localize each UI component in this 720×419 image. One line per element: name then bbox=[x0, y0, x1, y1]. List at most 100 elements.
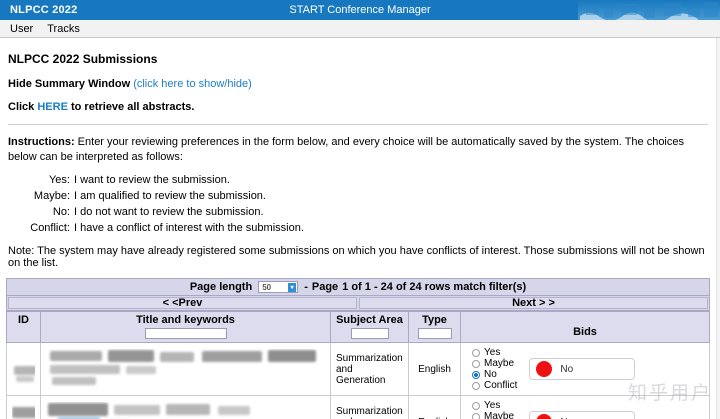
bid-status-box: No bbox=[529, 358, 636, 381]
table-row: Summarization and Generation English Yes… bbox=[6, 342, 710, 397]
bid-radio-group: Yes Maybe No bbox=[472, 347, 517, 391]
filter-input-type[interactable] bbox=[417, 328, 452, 340]
redacted-id bbox=[12, 350, 35, 388]
column-header-bids-label: Bids bbox=[573, 326, 597, 339]
pager: Page length 50 ▾ - Page 1 of 1 - 24 of 2… bbox=[0, 278, 720, 312]
filter-input-title[interactable] bbox=[144, 328, 227, 340]
pager-info-bar: Page length 50 ▾ - Page 1 of 1 - 24 of 2… bbox=[6, 278, 710, 296]
radio-maybe-icon bbox=[472, 412, 480, 419]
next-page-button[interactable]: Next > > bbox=[359, 297, 708, 310]
column-header-title[interactable]: Title and keywords bbox=[40, 311, 331, 344]
main-menu-bar: User Tracks bbox=[0, 20, 720, 38]
pager-separator: - bbox=[304, 281, 308, 294]
redacted-title bbox=[46, 402, 325, 419]
instructions-text: Enter your reviewing preferences in the … bbox=[8, 136, 684, 163]
page-title: NLPCC 2022 Submissions bbox=[8, 52, 158, 66]
here-link[interactable]: HERE bbox=[37, 101, 68, 113]
instructions-paragraph: Instructions: Enter your reviewing prefe… bbox=[8, 135, 708, 165]
cell-id bbox=[6, 395, 41, 419]
hide-summary-toggle-link[interactable]: (click here to show/hide) bbox=[133, 78, 252, 90]
bid-option-yes[interactable]: Yes bbox=[472, 400, 517, 411]
status-indicator-icon bbox=[536, 361, 553, 378]
retrieve-abstracts-row: Click HERE to retrieve all abstracts. bbox=[8, 101, 708, 113]
column-header-title-label: Title and keywords bbox=[136, 314, 235, 327]
menu-item-user[interactable]: User bbox=[10, 22, 34, 35]
bid-option-maybe[interactable]: Maybe bbox=[472, 358, 517, 369]
choice-conflict-text: I have a conflict of interest with the s… bbox=[74, 221, 304, 234]
divider bbox=[8, 124, 708, 125]
redacted-title bbox=[46, 349, 325, 389]
choice-maybe: Maybe: I am qualified to review the subm… bbox=[8, 189, 708, 205]
table-row: Summarization and Generation English Yes… bbox=[6, 395, 710, 419]
choice-no-label: No: bbox=[52, 205, 70, 218]
prev-page-button[interactable]: < <Prev bbox=[8, 297, 357, 310]
decorative-banner-image bbox=[578, 0, 720, 20]
bid-option-yes-label: Yes bbox=[484, 347, 501, 359]
page-length-select[interactable]: 50 ▾ bbox=[258, 281, 299, 294]
title-bar: NLPCC 2022 START Conference Manager bbox=[0, 0, 720, 20]
bid-option-no-label: No bbox=[484, 369, 497, 381]
bid-option-conflict[interactable]: Conflict bbox=[472, 380, 517, 391]
chevron-down-icon: ▾ bbox=[288, 283, 297, 293]
pager-nav-bar: < <Prev Next > > bbox=[6, 295, 710, 312]
choice-conflict: Conflict: I have a conflict of interest … bbox=[8, 221, 708, 237]
page-length-value: 50 bbox=[262, 282, 272, 292]
page-length-label: Page length bbox=[189, 281, 253, 294]
bid-option-maybe[interactable]: Maybe bbox=[472, 411, 517, 419]
click-prefix-text: Click bbox=[8, 101, 38, 113]
bid-status-text: No bbox=[560, 363, 574, 375]
choice-no: No: I do not want to review the submissi… bbox=[8, 205, 708, 221]
cell-subject-area: Summarization and Generation bbox=[330, 395, 409, 419]
conflict-note: Note: The system may have already regist… bbox=[8, 245, 705, 270]
column-header-id-label: ID bbox=[18, 314, 29, 327]
bid-status-box: No bbox=[529, 411, 636, 419]
menu-item-tracks[interactable]: Tracks bbox=[47, 22, 80, 35]
bid-option-maybe-label: Maybe bbox=[484, 411, 515, 419]
pager-page-info: 1 of 1 - 24 of 24 rows match filter(s) bbox=[342, 281, 527, 294]
radio-yes-icon bbox=[472, 348, 480, 357]
filter-input-subject-area[interactable] bbox=[350, 328, 389, 340]
column-header-id[interactable]: ID bbox=[6, 311, 41, 344]
choice-legend: Yes: I want to review the submission. Ma… bbox=[8, 173, 708, 237]
column-header-type[interactable]: Type bbox=[408, 311, 461, 344]
radio-maybe-icon bbox=[472, 359, 480, 368]
instructions-label: Instructions: bbox=[8, 136, 75, 148]
page-scrollbar[interactable] bbox=[716, 20, 720, 419]
bid-option-conflict-label: Conflict bbox=[484, 380, 518, 392]
choice-maybe-label: Maybe: bbox=[33, 189, 70, 202]
cell-bids: Yes Maybe No bbox=[460, 395, 710, 419]
conference-brand: NLPCC 2022 bbox=[10, 4, 78, 16]
bid-option-no[interactable]: No bbox=[472, 369, 517, 380]
choice-maybe-text: I am qualified to review the submission. bbox=[74, 189, 266, 202]
cell-id bbox=[6, 342, 41, 397]
pager-page-word: Page bbox=[311, 281, 339, 294]
column-header-subject-area-label: Subject Area bbox=[336, 314, 403, 327]
radio-conflict-icon bbox=[472, 381, 480, 390]
bid-status-text: No bbox=[560, 417, 573, 419]
redacted-id bbox=[12, 403, 35, 419]
table-body: Summarization and Generation English Yes… bbox=[6, 342, 710, 419]
choice-yes-label: Yes: bbox=[48, 173, 70, 186]
column-header-bids[interactable]: Bids bbox=[460, 311, 710, 344]
cell-type: English bbox=[408, 395, 461, 419]
cell-title bbox=[40, 395, 331, 419]
bid-option-yes[interactable]: Yes bbox=[472, 347, 517, 358]
bid-radio-group: Yes Maybe No bbox=[472, 400, 517, 419]
column-header-subject-area[interactable]: Subject Area bbox=[330, 311, 409, 344]
choice-yes: Yes: I want to review the submission. bbox=[8, 173, 708, 189]
table-header-row: ID Title and keywords Subject Area Type … bbox=[6, 311, 710, 344]
hide-summary-row: Hide Summary Window (click here to show/… bbox=[8, 78, 708, 90]
radio-no-icon bbox=[472, 370, 480, 379]
choice-yes-text: I want to review the submission. bbox=[74, 173, 230, 186]
content-area: NLPCC 2022 Submissions Hide Summary Wind… bbox=[0, 38, 720, 269]
click-suffix-text: to retrieve all abstracts. bbox=[67, 101, 195, 113]
hide-summary-label: Hide Summary Window bbox=[8, 78, 131, 90]
choice-no-text: I do not want to review the submission. bbox=[74, 205, 264, 218]
app-title: START Conference Manager bbox=[289, 4, 431, 16]
cell-title bbox=[40, 342, 331, 397]
submissions-table: ID Title and keywords Subject Area Type … bbox=[6, 311, 710, 419]
bid-option-maybe-label: Maybe bbox=[484, 358, 515, 370]
column-header-type-label: Type bbox=[422, 314, 447, 327]
choice-conflict-label: Conflict: bbox=[30, 221, 70, 234]
